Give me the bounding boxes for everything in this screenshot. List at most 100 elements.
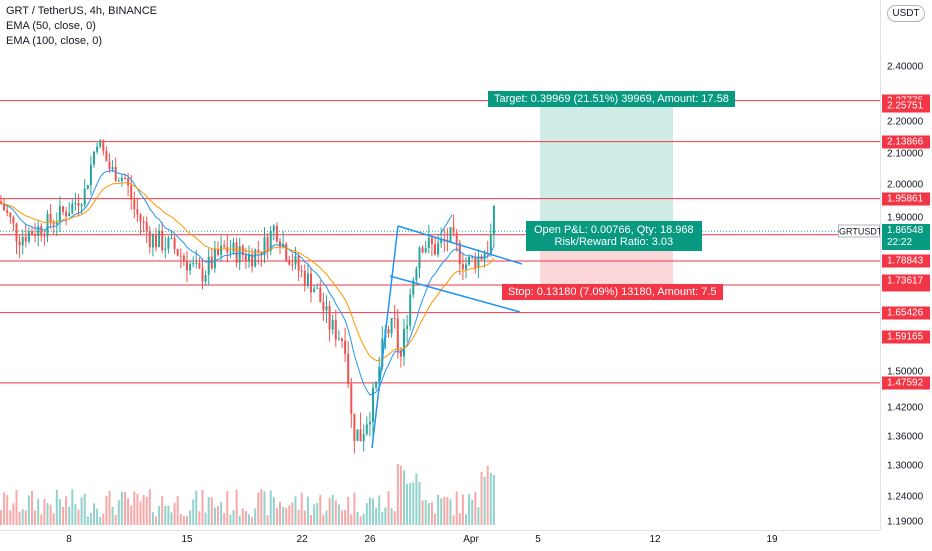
candle-body	[18, 241, 21, 246]
volume-bar	[430, 502, 433, 525]
candle-body	[31, 231, 33, 235]
volume-bar	[145, 496, 148, 525]
volume-bar	[96, 508, 99, 525]
target-label[interactable]: Target: 0.39969 (21.51%) 39969, Amount: …	[488, 91, 735, 107]
candle-body	[52, 222, 55, 225]
volume-bar	[31, 491, 33, 525]
volume-bar	[232, 510, 235, 525]
volume-bar	[449, 499, 452, 525]
candle-body	[477, 256, 480, 268]
candle-body	[356, 429, 359, 441]
candle-body	[288, 260, 291, 265]
legend-ema100[interactable]: EMA (100, close, 0)	[6, 35, 102, 47]
volume-bar	[344, 510, 347, 525]
legend-symbol[interactable]: GRT / TetherUS, 4h, BINANCE	[6, 5, 158, 17]
volume-bar	[347, 496, 350, 525]
currency-button[interactable]: USDT	[887, 5, 925, 22]
volume-bar	[210, 497, 213, 525]
candle-body	[213, 249, 216, 269]
candle-body	[189, 264, 192, 271]
candle-body	[77, 203, 80, 207]
candle-body	[238, 246, 241, 263]
candle-body	[96, 146, 99, 152]
candle-body	[282, 243, 285, 248]
volume-bar	[213, 507, 216, 525]
time-tick: 22	[296, 534, 308, 545]
volume-bar	[173, 502, 176, 525]
candle-body	[170, 238, 173, 240]
candle-body	[127, 178, 130, 186]
volume-bar	[412, 482, 415, 525]
candle-body	[399, 350, 402, 357]
position-price-tag: 2.25751	[882, 99, 930, 113]
level-price-tag: 1.95861	[882, 192, 930, 206]
volume-bar	[443, 496, 446, 525]
price-chart[interactable]	[0, 0, 880, 530]
volume-bar	[86, 516, 89, 525]
price-axis[interactable]: 2.40000 2.20000 2.10000 2.00000 1.90000 1.500…	[880, 0, 932, 530]
candle-body	[474, 256, 477, 268]
candle-body	[421, 247, 424, 253]
volume-bar	[142, 495, 145, 525]
volume-bar	[37, 498, 40, 525]
candle-body	[241, 246, 244, 256]
candle-body	[80, 204, 83, 207]
time-axis[interactable]: 8 15 22 26 Apr 5 12 19	[0, 530, 880, 551]
candle-body	[341, 338, 343, 341]
volume-bar	[260, 489, 263, 525]
price-tick: 1.24000	[887, 491, 924, 503]
candle-body	[275, 225, 278, 242]
candle-body	[306, 273, 309, 286]
candle-body	[195, 262, 198, 264]
time-tick: 5	[535, 534, 541, 545]
candle-body	[145, 222, 148, 232]
volume-bar	[120, 491, 123, 525]
candle-body	[393, 318, 396, 320]
volume-bar	[300, 492, 303, 525]
volume-bar	[189, 510, 192, 525]
volume-bar	[99, 516, 102, 525]
volume-bar	[421, 500, 424, 525]
candle-body	[43, 235, 46, 237]
volume-bar	[455, 491, 458, 525]
candle-body	[37, 226, 40, 236]
candle-body	[15, 223, 18, 242]
candle-body	[46, 213, 49, 237]
volume-bar	[49, 504, 52, 525]
volume-bar	[71, 489, 74, 525]
volume-bar	[148, 489, 151, 525]
chart-area[interactable]: GRT / TetherUS, 4h, BINANCE EMA (50, clo…	[0, 0, 880, 530]
candle-body	[328, 306, 331, 330]
candle-body	[133, 199, 136, 210]
legend-ema50[interactable]: EMA (50, close, 0)	[6, 20, 96, 32]
volume-bar	[170, 512, 173, 525]
candle-body	[279, 241, 281, 248]
candle-body	[117, 180, 120, 182]
volume-bar	[68, 506, 71, 525]
volume-bar	[477, 507, 480, 525]
candle-body	[285, 243, 288, 261]
volume-bar	[74, 503, 77, 525]
candle-body	[254, 249, 257, 267]
candle-body	[186, 260, 188, 271]
candle-body	[176, 248, 179, 256]
volume-bar	[350, 514, 353, 525]
candle-body	[362, 434, 365, 442]
volume-bar	[62, 506, 64, 525]
candle-body	[468, 256, 471, 265]
candle-body	[387, 329, 390, 334]
volume-bar	[331, 494, 334, 525]
candle-body	[49, 213, 52, 223]
volume-bar	[375, 507, 378, 525]
chart-legend: GRT / TetherUS, 4h, BINANCE EMA (50, clo…	[6, 4, 157, 49]
stop-label[interactable]: Stop: 0.13180 (7.09%) 13180, Amount: 7.5	[502, 284, 723, 300]
candle-body	[136, 209, 139, 215]
candle-body	[207, 256, 210, 275]
candle-body	[161, 230, 164, 251]
candle-body	[390, 318, 393, 334]
volume-bar	[285, 507, 288, 525]
candle-body	[272, 225, 275, 231]
level-price-tag: 1.65426	[882, 306, 930, 320]
volume-bar	[220, 502, 223, 525]
pnl-label[interactable]: Open P&L: 0.00766, Qty: 18.968 Risk/Rewa…	[526, 221, 702, 251]
